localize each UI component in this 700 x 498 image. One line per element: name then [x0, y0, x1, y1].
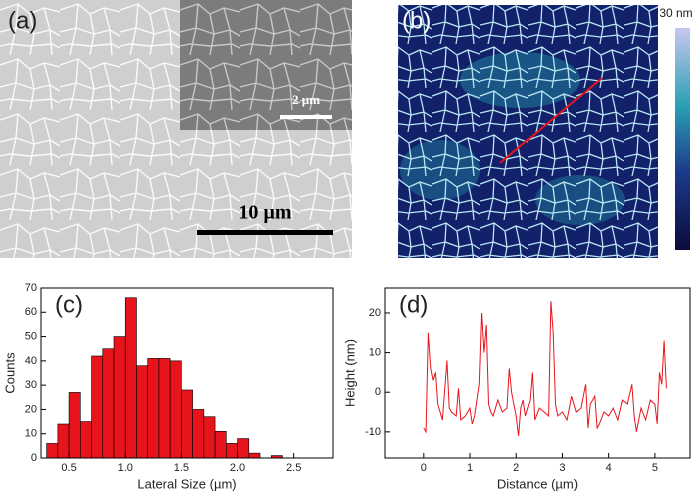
bar — [237, 438, 250, 459]
bar — [57, 423, 70, 459]
y-tick-label: 20 — [369, 307, 381, 319]
colorbar — [675, 28, 690, 250]
x-axis-label: Distance (µm) — [497, 476, 578, 491]
x-tick-label: 0 — [421, 462, 427, 474]
panel-label: (a) — [8, 7, 37, 34]
y-tick-label: 30 — [25, 379, 37, 391]
y-tick-label: 0 — [31, 452, 37, 464]
plot-frame — [384, 287, 691, 459]
x-tick-label: 1 — [467, 462, 473, 474]
x-tick-label: 1.0 — [118, 462, 133, 474]
inset-scale-label: 2 µm — [292, 92, 320, 107]
bar — [113, 336, 126, 459]
y-tick-label: 40 — [25, 355, 37, 367]
x-tick-label: 5 — [652, 462, 658, 474]
bar — [147, 358, 160, 459]
y-axis-label: Height (nm) — [342, 339, 357, 407]
bar — [136, 365, 148, 459]
y-tick-label: 10 — [369, 346, 381, 358]
panel-label: (b) — [402, 7, 431, 34]
y-tick-label: 20 — [25, 403, 37, 415]
scale-label: 10 µm — [238, 202, 292, 224]
bar — [46, 443, 59, 459]
bar — [203, 416, 216, 459]
y-axis-label: Counts — [2, 352, 17, 394]
x-tick-label: 1.5 — [174, 462, 189, 474]
y-tick-label: -10 — [365, 426, 381, 438]
panel-label: (d) — [399, 291, 428, 318]
y-tick-label: 0 — [375, 386, 381, 398]
x-axis-label: Lateral Size (µm) — [137, 476, 236, 491]
x-tick-label: 2.0 — [230, 462, 245, 474]
y-tick-label: 50 — [25, 330, 37, 342]
bar — [169, 360, 182, 459]
x-tick-label: 2 — [513, 462, 519, 474]
bar — [248, 452, 261, 459]
inset-texture — [180, 0, 352, 130]
plot-frame — [40, 287, 334, 459]
bar — [181, 389, 193, 459]
y-tick-label: 70 — [25, 282, 37, 294]
afm-texture — [398, 5, 658, 258]
profile-line — [499, 77, 603, 164]
colorbar-label: 30 nm — [659, 6, 692, 20]
x-tick-label: 2.5 — [286, 462, 301, 474]
inset-scale-bar — [280, 115, 332, 119]
bar — [158, 358, 171, 459]
bar — [124, 297, 137, 459]
bar — [192, 409, 205, 459]
bar — [91, 355, 104, 459]
bar — [68, 392, 81, 459]
x-tick-label: 4 — [606, 462, 612, 474]
bar — [214, 430, 227, 459]
line — [423, 301, 667, 436]
bar — [102, 348, 115, 459]
scale-bar — [197, 230, 333, 235]
y-tick-label: 10 — [25, 428, 37, 440]
panel-label: (c) — [55, 291, 83, 318]
x-tick-label: 0.5 — [61, 462, 76, 474]
bar — [226, 443, 238, 459]
bar — [80, 421, 92, 459]
x-tick-label: 3 — [559, 462, 565, 474]
y-tick-label: 60 — [25, 306, 37, 318]
